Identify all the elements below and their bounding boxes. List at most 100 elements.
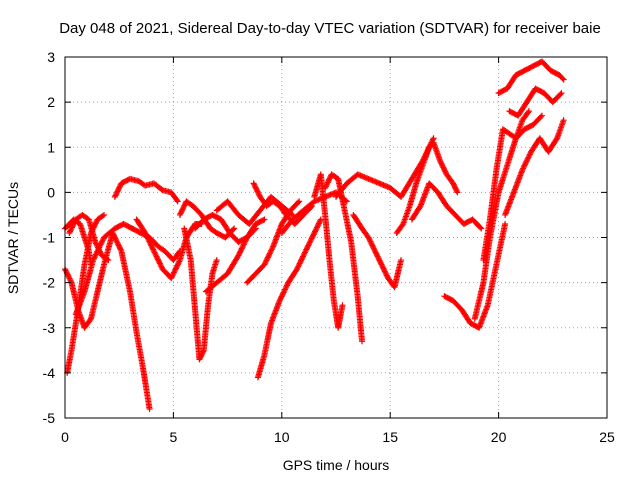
data-point <box>442 168 449 175</box>
data-point <box>242 238 249 245</box>
data-point <box>178 207 185 214</box>
data-point <box>311 229 318 236</box>
data-point <box>242 237 249 244</box>
data-point <box>172 265 179 272</box>
y-tick-label: -2 <box>43 275 56 291</box>
series-arc-6 <box>111 175 181 205</box>
data-point <box>276 297 283 304</box>
data-point <box>440 164 447 171</box>
y-tick-label: -5 <box>43 410 56 426</box>
data-point <box>454 189 461 196</box>
data-point <box>87 317 94 324</box>
data-point <box>264 256 271 263</box>
data-point <box>93 219 100 226</box>
y-tick-label: 1 <box>47 139 55 155</box>
x-tick-label: 20 <box>491 429 507 445</box>
data-point <box>235 252 242 259</box>
data-point <box>303 246 310 253</box>
y-tick-label: -1 <box>43 230 56 246</box>
data-point <box>522 161 529 168</box>
data-point <box>437 157 444 164</box>
data-point <box>174 261 181 268</box>
data-point <box>91 221 98 228</box>
data-point <box>266 250 273 257</box>
data-point <box>144 235 151 242</box>
data-point <box>250 180 257 187</box>
y-axis-label: SDTVAR / TECUs <box>5 182 21 294</box>
data-point <box>155 257 162 264</box>
data-point <box>148 243 155 250</box>
data-point <box>316 219 323 226</box>
data-point <box>70 221 77 228</box>
data-point <box>283 282 290 289</box>
data-point <box>377 258 384 265</box>
data-point <box>176 258 183 265</box>
data-point <box>524 157 531 164</box>
y-tick-label: 3 <box>47 49 55 65</box>
data-point <box>438 160 445 167</box>
data-point <box>260 217 267 224</box>
data-point <box>168 275 175 282</box>
data-point <box>313 224 320 231</box>
series-arc-11 <box>192 211 259 246</box>
data-point <box>65 272 72 279</box>
data-point <box>265 253 272 260</box>
series-arc-28 <box>502 117 567 218</box>
data-point <box>441 167 448 174</box>
series-arc-21 <box>350 211 405 291</box>
data-point <box>303 245 310 252</box>
data-point <box>240 242 247 249</box>
data-point <box>142 231 149 238</box>
series-arc-29 <box>506 85 565 119</box>
data-point <box>145 236 152 243</box>
data-point <box>105 257 112 264</box>
data-point <box>173 197 180 204</box>
data-point <box>240 241 247 248</box>
data-point <box>113 238 120 245</box>
data-point <box>377 260 384 267</box>
data-point <box>368 239 375 246</box>
data-point <box>64 271 71 278</box>
data-point <box>560 76 567 83</box>
data-point <box>158 263 165 270</box>
data-point <box>323 182 330 189</box>
data-point <box>116 243 123 250</box>
data-point <box>383 272 390 279</box>
data-point <box>236 251 243 258</box>
data-point <box>169 272 176 279</box>
data-point <box>99 212 106 219</box>
data-point <box>213 257 220 264</box>
data-point <box>111 193 118 200</box>
data-point <box>68 225 75 232</box>
series-arc-23 <box>408 180 485 232</box>
data-point <box>519 166 526 173</box>
data-point <box>453 188 460 195</box>
y-tick-label: -3 <box>43 320 56 336</box>
grid-lines <box>65 57 607 418</box>
data-point <box>170 270 177 277</box>
data-point <box>307 238 314 245</box>
data-point <box>111 234 118 241</box>
data-point <box>305 241 312 248</box>
data-point <box>70 220 77 227</box>
data-point <box>294 264 301 271</box>
x-axis-label: GPS time / hours <box>283 457 390 473</box>
data-point <box>374 253 381 260</box>
data-point <box>238 246 245 253</box>
data-point <box>526 151 533 158</box>
series-arc-16 <box>254 216 324 381</box>
series-arc-22 <box>393 139 461 236</box>
data-point <box>112 235 119 242</box>
data-point <box>296 198 303 205</box>
data-point <box>314 223 321 230</box>
data-point <box>322 183 329 190</box>
data-point <box>262 260 269 267</box>
data-point <box>239 244 246 251</box>
data-point <box>439 161 446 168</box>
data-point <box>283 283 290 290</box>
axis-ticks: 0 5 10 15 20 25 -5 -4 -3 -2 -1 0 1 2 3 <box>43 49 615 445</box>
data-point <box>477 224 484 231</box>
data-point <box>115 185 122 192</box>
data-point <box>262 258 269 265</box>
